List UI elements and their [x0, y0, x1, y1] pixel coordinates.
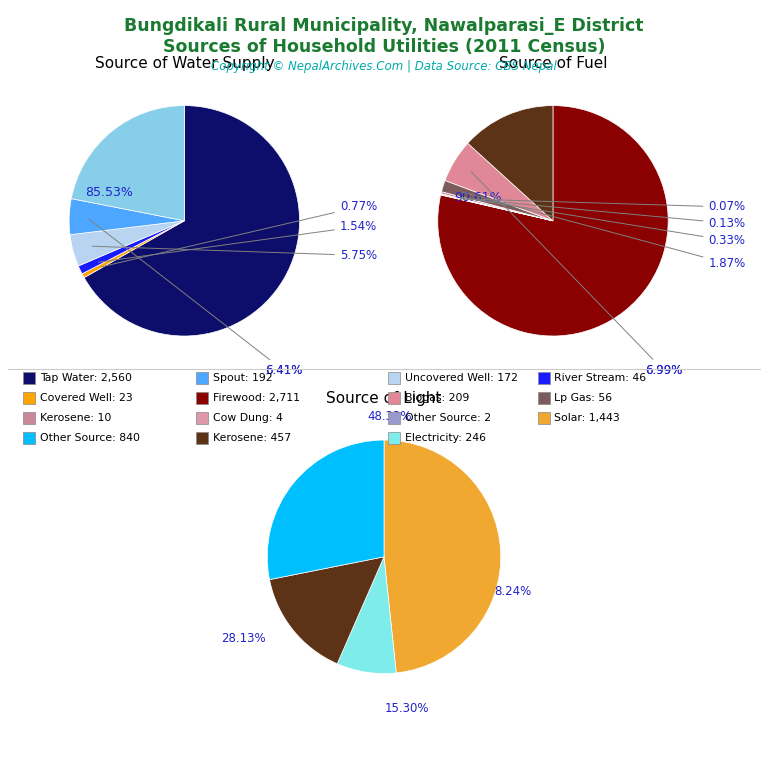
Text: Electricity: 246: Electricity: 246	[405, 432, 485, 443]
Text: Sources of Household Utilities (2011 Census): Sources of Household Utilities (2011 Cen…	[163, 38, 605, 56]
Wedge shape	[445, 144, 553, 221]
Text: 0.13%: 0.13%	[461, 198, 746, 230]
Title: Source of Light: Source of Light	[326, 391, 442, 406]
Wedge shape	[337, 557, 396, 674]
Text: Biogas: 209: Biogas: 209	[405, 392, 469, 403]
Text: Other Source: 840: Other Source: 840	[40, 432, 140, 443]
Text: 6.99%: 6.99%	[472, 172, 683, 377]
Wedge shape	[78, 221, 184, 274]
Text: Covered Well: 23: Covered Well: 23	[40, 392, 133, 403]
Wedge shape	[468, 105, 553, 221]
Text: Uncovered Well: 172: Uncovered Well: 172	[405, 372, 518, 383]
Text: Cow Dung: 4: Cow Dung: 4	[213, 412, 283, 423]
Wedge shape	[84, 105, 300, 336]
Text: 15.30%: 15.30%	[385, 702, 429, 715]
Text: 6.41%: 6.41%	[265, 364, 303, 377]
Text: Spout: 192: Spout: 192	[213, 372, 273, 383]
Title: Source of Water Supply: Source of Water Supply	[94, 57, 274, 71]
Text: River Stream: 46: River Stream: 46	[554, 372, 647, 383]
Wedge shape	[270, 557, 384, 664]
Wedge shape	[441, 192, 553, 221]
Text: 85.53%: 85.53%	[85, 186, 134, 198]
Text: Solar: 1,443: Solar: 1,443	[554, 412, 621, 423]
Text: Kerosene: 457: Kerosene: 457	[213, 432, 291, 443]
Text: 6.99%: 6.99%	[645, 364, 683, 377]
Title: Source of Fuel: Source of Fuel	[498, 57, 607, 71]
Text: 0.77%: 0.77%	[101, 200, 377, 266]
Text: Firewood: 2,711: Firewood: 2,711	[213, 392, 300, 403]
Wedge shape	[71, 105, 184, 221]
Text: 8.24%: 8.24%	[494, 585, 531, 598]
Text: 90.61%: 90.61%	[454, 191, 502, 204]
Wedge shape	[442, 180, 553, 221]
Wedge shape	[441, 194, 553, 221]
Wedge shape	[69, 199, 184, 235]
Wedge shape	[384, 440, 501, 673]
Text: Tap Water: 2,560: Tap Water: 2,560	[40, 372, 132, 383]
Text: Lp Gas: 56: Lp Gas: 56	[554, 392, 613, 403]
Text: Other Source: 2: Other Source: 2	[405, 412, 491, 423]
Text: 0.33%: 0.33%	[461, 197, 746, 247]
Wedge shape	[70, 221, 184, 266]
Text: Copyright © NepalArchives.Com | Data Source: CBS Nepal: Copyright © NepalArchives.Com | Data Sou…	[211, 60, 557, 73]
Text: 1.54%: 1.54%	[98, 220, 377, 262]
Wedge shape	[82, 221, 184, 278]
Text: Bungdikali Rural Municipality, Nawalparasi_E District: Bungdikali Rural Municipality, Nawalpara…	[124, 17, 644, 35]
Wedge shape	[441, 194, 553, 221]
Text: 48.33%: 48.33%	[368, 410, 412, 423]
Wedge shape	[438, 105, 668, 336]
Text: 1.87%: 1.87%	[462, 192, 746, 270]
Text: 6.41%: 6.41%	[88, 219, 303, 377]
Wedge shape	[267, 440, 384, 580]
Text: 0.07%: 0.07%	[460, 199, 746, 214]
Text: 28.13%: 28.13%	[222, 632, 266, 645]
Text: Kerosene: 10: Kerosene: 10	[40, 412, 111, 423]
Text: 5.75%: 5.75%	[92, 247, 377, 262]
